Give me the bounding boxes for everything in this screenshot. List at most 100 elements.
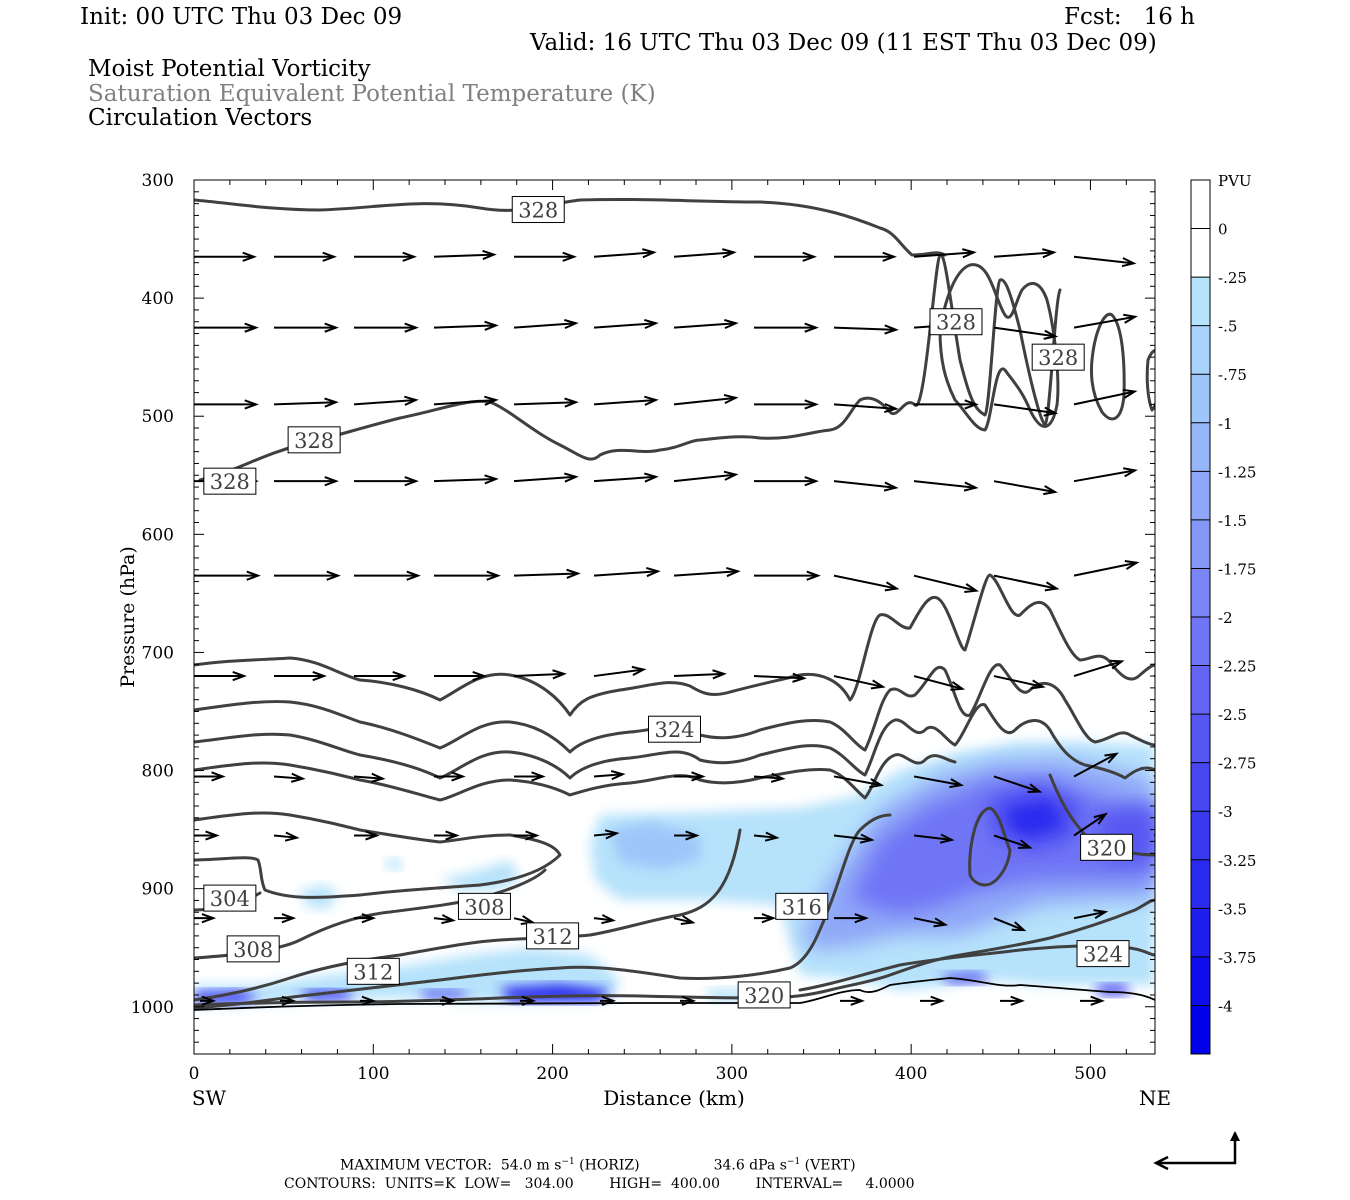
vector-shaft xyxy=(913,675,963,690)
vector-head xyxy=(486,570,501,581)
vector-head xyxy=(1011,921,1027,932)
max-vector-line: MAXIMUM VECTOR: 54.0 m s−1 (HORIZ) 34.6 d… xyxy=(340,1158,856,1173)
vector-head xyxy=(644,318,659,330)
vector-shaft xyxy=(593,668,644,678)
contour-label-box xyxy=(737,981,791,1009)
colorbar-label: -2.5 xyxy=(1218,706,1247,724)
vector-shaft xyxy=(753,775,783,780)
vector-shaft xyxy=(673,322,736,329)
vector-head xyxy=(1044,581,1060,592)
vector-head xyxy=(883,481,899,492)
vector-head xyxy=(441,914,456,925)
vector-head xyxy=(365,830,380,841)
y-tick-label: 500 xyxy=(142,407,174,427)
colorbar-segment xyxy=(1191,422,1210,472)
vector-head xyxy=(691,771,706,782)
vector-shaft xyxy=(833,480,896,489)
field-title-vectors: Circulation Vectors xyxy=(88,105,313,131)
contour-label: 324 xyxy=(1083,943,1123,967)
vector-head xyxy=(806,570,821,581)
vector-head xyxy=(205,830,220,841)
vector-head xyxy=(1017,839,1033,849)
vector-shaft xyxy=(433,917,454,922)
vector-shaft xyxy=(1153,917,1155,920)
x-tick-label: 0 xyxy=(189,1064,200,1084)
x-tick-label: 200 xyxy=(536,1064,568,1084)
vector-head xyxy=(802,251,817,262)
vector-head xyxy=(964,583,980,593)
vector-head xyxy=(884,402,899,414)
contour-label: 328 xyxy=(294,429,334,453)
vector-shaft xyxy=(913,834,952,841)
vector-head xyxy=(406,570,421,581)
vector-head xyxy=(324,322,339,333)
vector-head xyxy=(1090,995,1105,1006)
x-tick-label: 500 xyxy=(1074,1064,1106,1084)
contour-label-box xyxy=(1031,343,1085,371)
vector-head xyxy=(284,831,300,842)
vector-head xyxy=(361,913,377,924)
vector-head xyxy=(562,251,577,262)
vector-head xyxy=(531,771,546,782)
vector-shaft xyxy=(593,832,617,837)
vector-head xyxy=(1123,467,1138,478)
theta-es-contours xyxy=(194,197,1155,1010)
vector-shaft xyxy=(993,775,1040,793)
vector-head xyxy=(324,476,339,487)
vector-head xyxy=(1010,995,1025,1006)
vector-shaft xyxy=(833,775,882,787)
contour-label-box xyxy=(1080,833,1134,861)
reference-vector-icon xyxy=(1153,1131,1240,1171)
vector-shaft xyxy=(593,251,654,258)
vector-head xyxy=(604,829,620,840)
vector-shaft xyxy=(1073,315,1136,329)
vector-shaft xyxy=(1073,752,1117,778)
axis-ticks xyxy=(193,179,1155,1054)
colorbar-label: -2.25 xyxy=(1218,658,1256,676)
vector-shaft xyxy=(673,570,738,577)
colorbar-units: PVU xyxy=(1218,172,1252,190)
max-vector-horiz-exponent: −1 xyxy=(561,1157,575,1167)
contour-label: 328 xyxy=(518,199,558,223)
vector-shaft xyxy=(833,834,872,841)
vector-head xyxy=(1173,920,1185,928)
vector-head xyxy=(1027,783,1043,793)
max-vector-vert-suffix: (VERT) xyxy=(800,1157,856,1174)
vector-head xyxy=(244,322,259,333)
contour-label-box xyxy=(511,196,565,224)
colorbar-label: -1.75 xyxy=(1218,560,1256,578)
vector-head xyxy=(933,917,949,928)
max-vector-vert-exponent: −1 xyxy=(786,1157,801,1167)
vector-shaft xyxy=(273,401,336,406)
vector-head xyxy=(564,318,579,330)
vector-head xyxy=(1273,672,1284,680)
colorbar-segment xyxy=(1191,762,1210,812)
vector-head xyxy=(211,771,226,782)
vector-shaft xyxy=(593,399,656,406)
contour-label: 312 xyxy=(353,960,393,984)
field-title-mpv: Moist Potential Vorticity xyxy=(88,56,371,82)
contour-label: 320 xyxy=(744,984,784,1008)
vector-head xyxy=(1030,679,1046,690)
vector-head xyxy=(482,249,497,261)
contour-label: 328 xyxy=(1038,346,1078,370)
vector-head xyxy=(631,665,647,676)
vector-shaft xyxy=(433,399,496,406)
x-tick-label: 100 xyxy=(357,1064,389,1084)
vector-head xyxy=(1171,997,1182,1005)
vector-shaft xyxy=(1153,834,1155,837)
vector-head xyxy=(646,566,661,578)
contour-label-box xyxy=(203,467,257,495)
contour-label-box xyxy=(287,426,341,454)
vector-shaft xyxy=(673,917,693,924)
vector-head xyxy=(404,476,419,487)
vector-head xyxy=(681,995,697,1006)
vector-head xyxy=(722,248,737,259)
vector-head xyxy=(1122,388,1138,399)
vector-head xyxy=(723,393,739,405)
vector-shaft xyxy=(913,775,962,787)
vector-head xyxy=(326,570,341,581)
vector-shaft xyxy=(1073,813,1107,837)
vector-head xyxy=(680,915,696,925)
vector-head xyxy=(484,320,499,331)
